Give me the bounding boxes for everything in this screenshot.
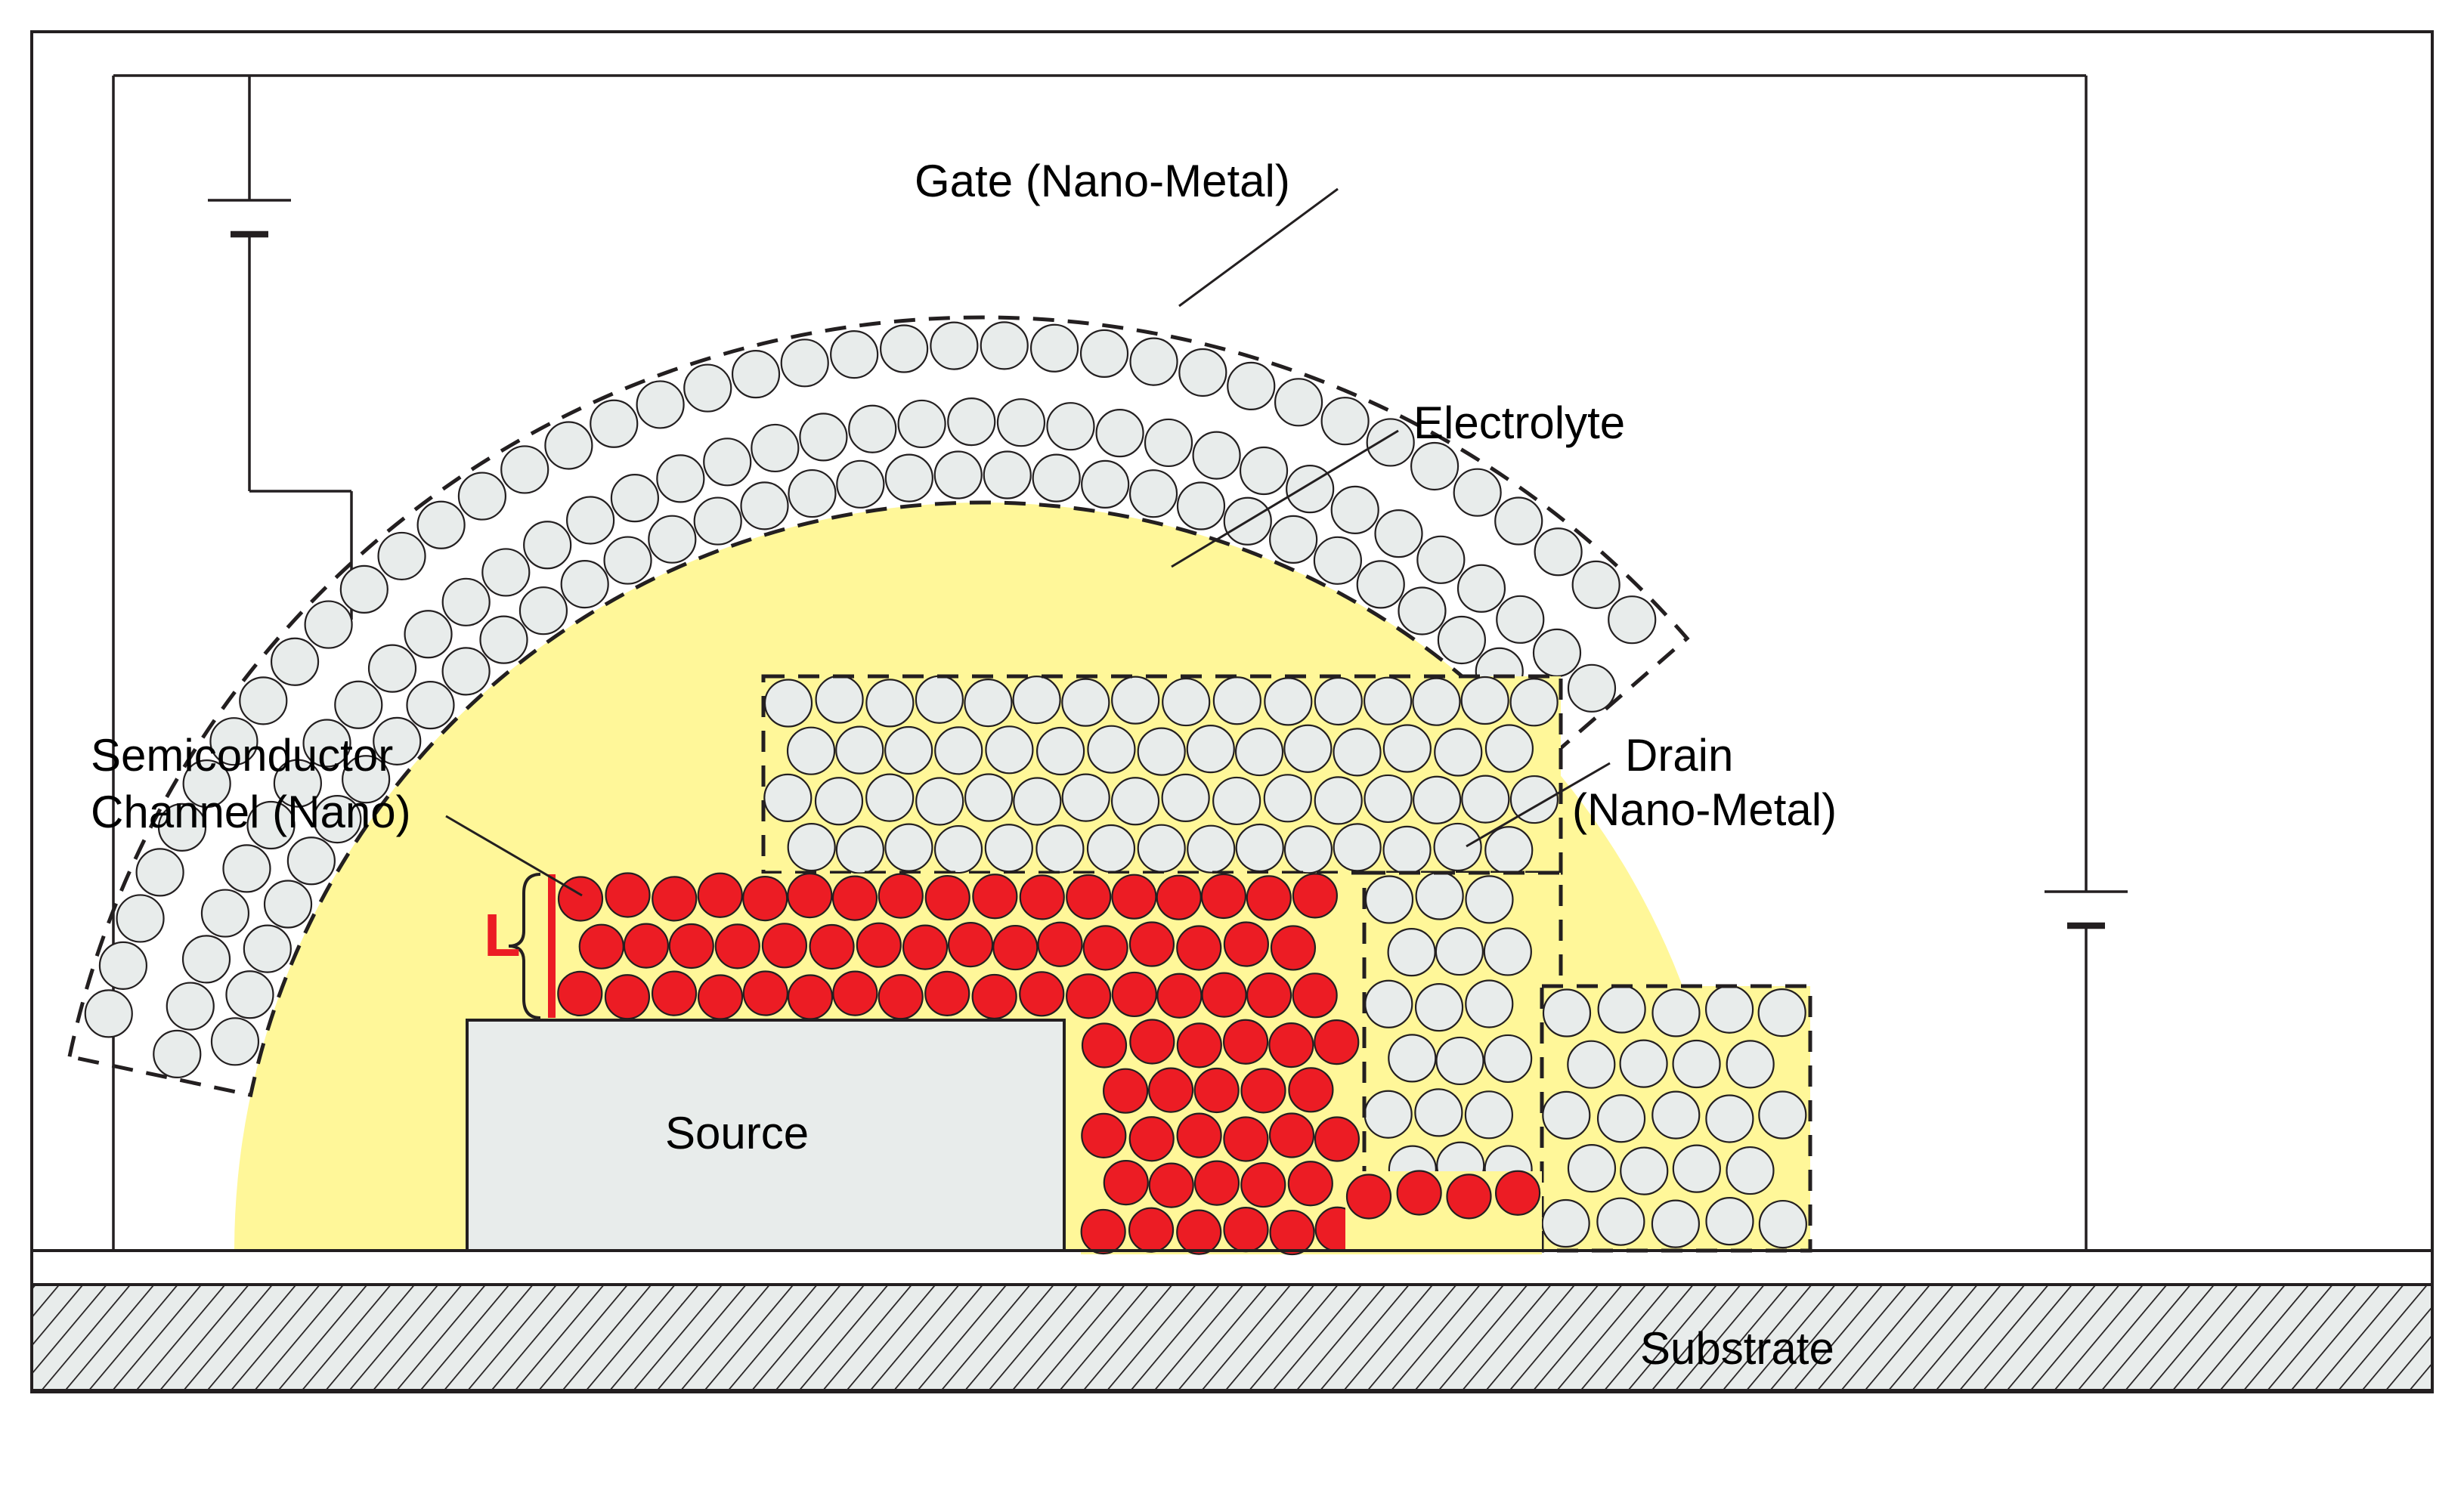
label-drain-1: Drain: [1625, 730, 1733, 781]
label-gate: Gate (Nano-Metal): [915, 156, 1290, 206]
transistor-diagram: Gate (Nano-Metal) Electrolyte Drain(Nano-M…: [0, 0, 2464, 1506]
label-semiconductor-1: Semiconductor: [91, 730, 393, 781]
label-source: Source: [665, 1108, 809, 1158]
label-drain-2: (Nano-Metal): [1572, 784, 1837, 835]
substrate: [32, 1285, 2432, 1390]
label-semiconductor-2: Channel (Nano): [91, 787, 411, 837]
label-L: L: [484, 901, 521, 969]
label-electrolyte: Electrolyte: [1413, 397, 1625, 448]
label-substrate: Substrate: [1640, 1323, 1834, 1374]
